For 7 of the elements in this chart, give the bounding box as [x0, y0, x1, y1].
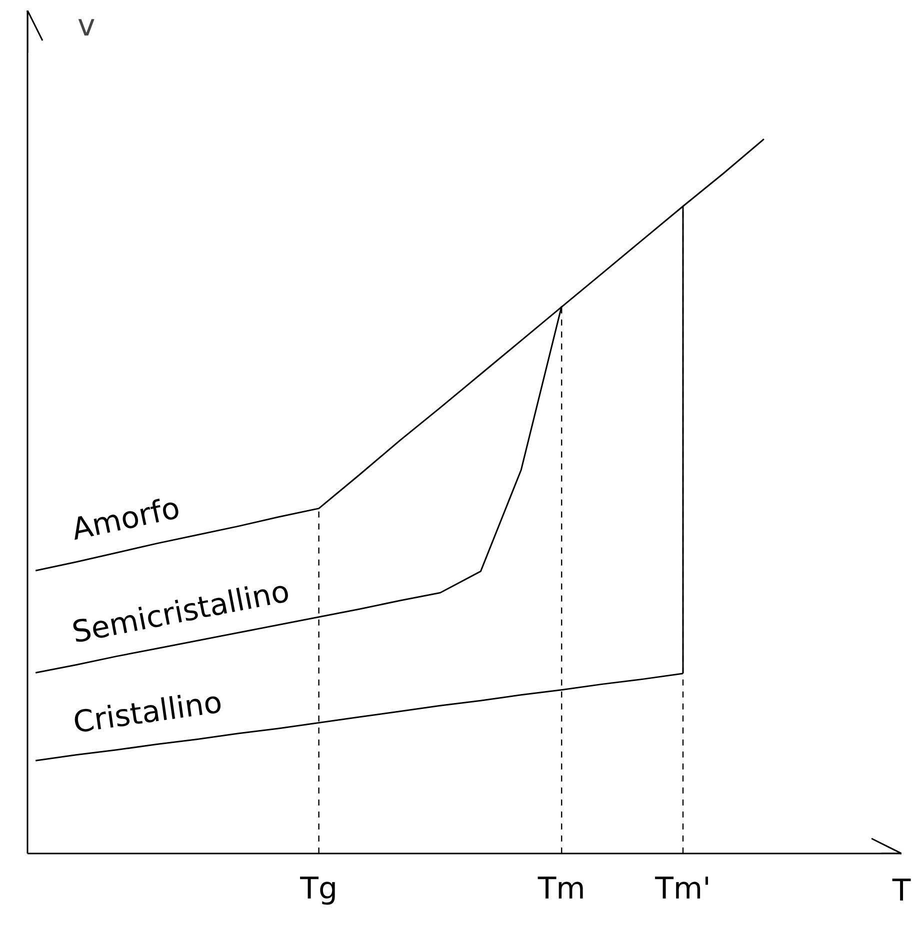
x-tick-label: Tm': [654, 872, 711, 906]
x-tick-label: Tm: [536, 872, 586, 906]
x-axis-title: T: [891, 874, 912, 908]
x-tick-label: Tg: [299, 872, 338, 906]
text: Amorfo: [68, 490, 184, 548]
text: Cristallino: [71, 685, 224, 741]
y-axis-title: v: [78, 8, 96, 44]
